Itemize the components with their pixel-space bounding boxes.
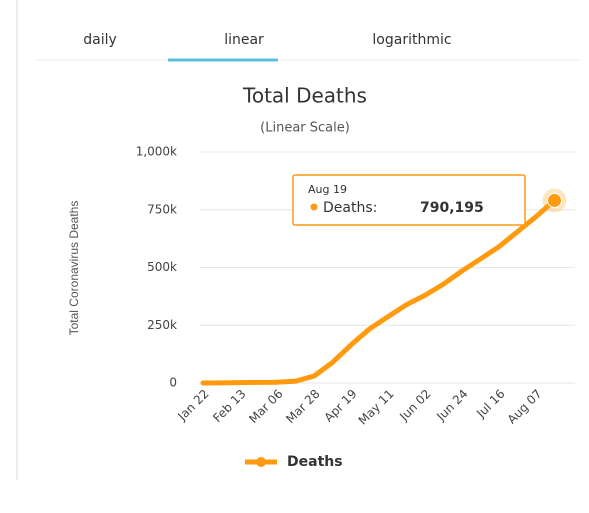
chart-title: Total Deaths: [242, 84, 367, 108]
x-tick-label: Mar 06: [246, 387, 285, 426]
chart-subtitle: (Linear Scale): [260, 121, 350, 136]
x-tick-label: Jan 22: [174, 387, 211, 424]
x-tick-label: Mar 28: [283, 387, 322, 426]
y-tick-label: 250k: [147, 318, 177, 332]
y-tick-label: 1,000k: [136, 145, 177, 159]
data-line: [200, 197, 557, 386]
tooltip-box: [292, 174, 526, 226]
x-tick-label: Feb 13: [210, 387, 248, 425]
y-tick-label: 500k: [147, 260, 177, 274]
legend-dot: [256, 457, 266, 467]
hover-point: [547, 192, 562, 208]
tooltip-label: Deaths:: [323, 200, 377, 216]
legend-label: Deaths: [287, 454, 343, 470]
tab[interactable]: daily: [83, 32, 117, 48]
x-tick-label: May 11: [356, 387, 397, 428]
x-tick-label: Aug 07: [505, 387, 545, 427]
tooltip-bullet: [310, 203, 318, 211]
tab[interactable]: linear: [224, 32, 264, 48]
x-tick-label: Jul 16: [473, 387, 507, 421]
tooltip-date: Aug 19: [308, 183, 347, 196]
x-tick-label: Jun 24: [433, 387, 470, 424]
x-tick-label: Apr 19: [322, 387, 360, 425]
tab[interactable]: logarithmic: [372, 32, 451, 48]
y-tick-label: 0: [169, 376, 177, 390]
x-tick-label: Jun 02: [396, 387, 433, 424]
tooltip-value: 790,195: [420, 200, 484, 216]
y-tick-label: 750k: [147, 202, 177, 216]
y-axis-label: Total Coronavirus Deaths: [67, 201, 81, 336]
